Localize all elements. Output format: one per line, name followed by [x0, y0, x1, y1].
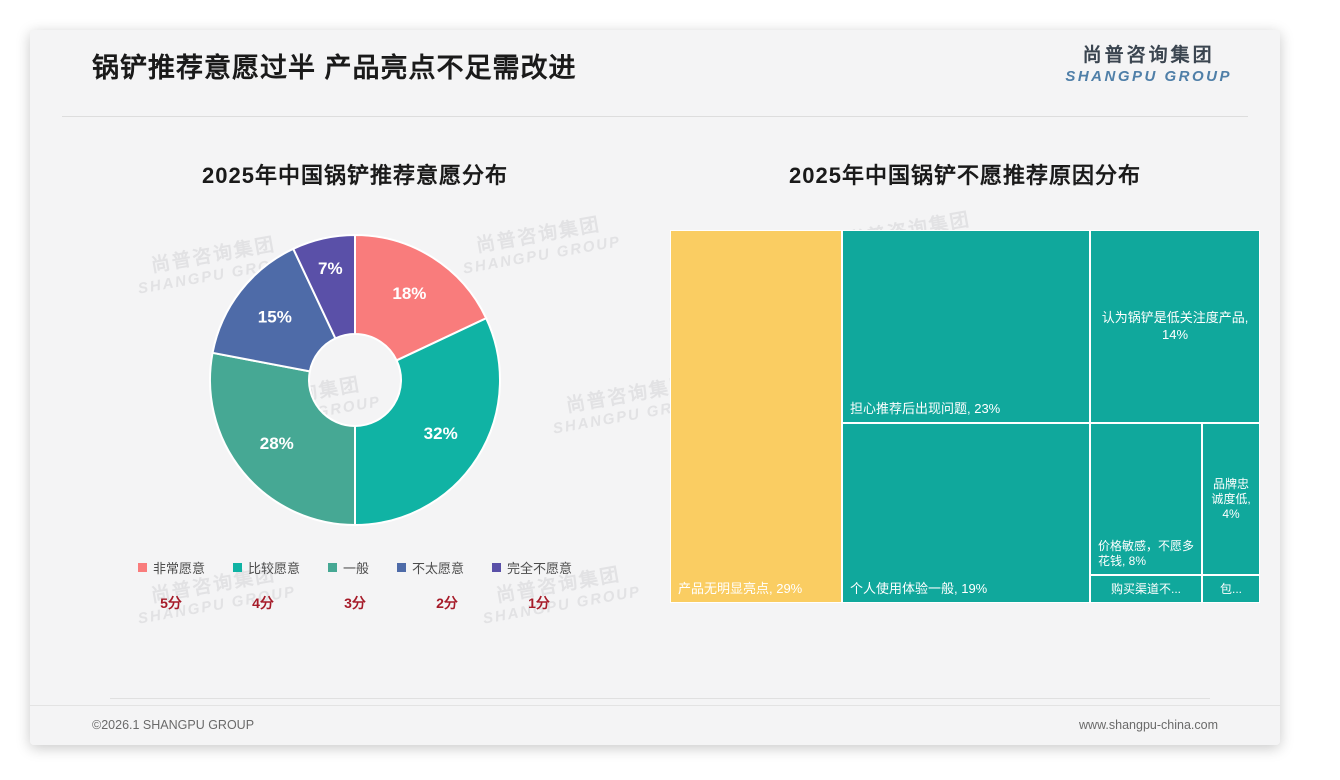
donut-slice[interactable] — [211, 247, 337, 373]
treemap-tile[interactable]: 包... — [1202, 575, 1260, 603]
score-label: 5分 — [160, 595, 182, 611]
legend-item[interactable]: 完全不愿意 — [492, 558, 572, 577]
donut-slice-label: 18% — [392, 284, 426, 303]
treemap-tile[interactable]: 价格敏感，不愿多花钱, 8% — [1090, 423, 1202, 575]
treemap-chart: 产品无明显亮点, 29% 担心推荐后出现问题, 23% 个人使用体验一般, 19% 认… — [670, 230, 1260, 603]
treemap-tile[interactable]: 购买渠道不... — [1090, 575, 1202, 603]
donut-slice[interactable] — [209, 351, 356, 527]
score-label: 1分 — [528, 595, 550, 611]
brand-logo-cn: 尚普咨询集团 — [1082, 45, 1215, 66]
treemap-tile[interactable]: 担心推荐后出现问题, 23% — [842, 230, 1090, 423]
legend-swatch-icon — [492, 563, 502, 572]
legend-swatch-icon — [327, 563, 337, 572]
score-label: 2分 — [436, 595, 458, 611]
donut-slice[interactable] — [291, 233, 356, 340]
legend-item-label: 一般 — [342, 561, 369, 576]
footer-divider — [30, 705, 1280, 706]
donut-slice-label: 28% — [260, 434, 294, 453]
donut-chart-svg: 18% 32% 28% 15% 7% — [209, 233, 501, 527]
treemap-tile-label: 产品无明显亮点, 29% — [678, 580, 803, 596]
slide-footer: ©2026.1 SHANGPU GROUP www.shangpu-china.… — [30, 705, 1280, 745]
treemap-tile-label: 价格敏感，不愿多花钱, 8% — [1098, 539, 1195, 568]
slide-header: 锅铲推荐意愿过半 产品亮点不足需改进 尚普咨询集团 SHANGPU GROUP — [30, 30, 1280, 92]
treemap-tile[interactable]: 个人使用体验一般, 19% — [842, 423, 1090, 603]
score-label: 4分 — [252, 595, 274, 611]
treemap-chart-panel: 2025年中国锅铲不愿推荐原因分布 产品无明显亮点, 29% 担心推荐后出现问题,… — [670, 158, 1260, 678]
score-row: 5分 4分 3分 2分 1分 — [70, 593, 640, 613]
donut-slice[interactable] — [354, 316, 501, 527]
slide-card: 尚普咨询集团 SHANGPU GROUP 尚普咨询集团 SHANGPU GROU… — [30, 30, 1280, 745]
donut-slice-label: 15% — [258, 307, 292, 326]
donut-slice-label: 7% — [318, 259, 343, 278]
donut-legend: 非常愿意 比较愿意 一般 不太愿意 完全不愿意 — [70, 558, 640, 577]
donut-chart-panel: 2025年中国锅铲推荐意愿分布 18% 32% 28% 15% 7% 非常愿意 比较愿意 一… — [70, 158, 640, 718]
treemap-tile[interactable]: 认为锅铲是低关注度产品, 14% — [1090, 230, 1260, 423]
legend-item[interactable]: 一般 — [327, 558, 369, 577]
header-divider — [62, 116, 1248, 117]
legend-swatch-icon — [137, 563, 147, 572]
treemap-tile-label: 担心推荐后出现问题, 23% — [850, 400, 1001, 416]
legend-item[interactable]: 不太愿意 — [397, 558, 464, 577]
donut-chart-title: 2025年中国锅铲推荐意愿分布 — [202, 163, 508, 188]
legend-item-label: 完全不愿意 — [507, 561, 573, 576]
legend-item-label: 比较愿意 — [247, 561, 300, 576]
treemap-tile-label: 购买渠道不... — [1110, 581, 1181, 596]
treemap-tile-label: 品牌忠诚度低, 4% — [1211, 476, 1251, 521]
legend-item[interactable]: 非常愿意 — [137, 558, 205, 577]
footnote-divider — [110, 698, 1210, 699]
donut-slice[interactable] — [354, 233, 488, 362]
brand-logo: 尚普咨询集团 SHANGPU GROUP — [1065, 40, 1232, 85]
legend-item-label: 非常愿意 — [152, 561, 205, 576]
brand-logo-en: SHANGPU GROUP — [1065, 68, 1232, 85]
legend-item-label: 不太愿意 — [412, 561, 465, 576]
treemap-tile[interactable]: 产品无明显亮点, 29% — [670, 230, 842, 603]
treemap-tile[interactable]: 品牌忠诚度低, 4% — [1202, 423, 1260, 575]
treemap-tile-label: 个人使用体验一般, 19% — [850, 580, 988, 596]
page-title: 锅铲推荐意愿过半 产品亮点不足需改进 — [92, 53, 577, 83]
treemap-chart-title: 2025年中国锅铲不愿推荐原因分布 — [789, 163, 1141, 188]
treemap-tile-label: 包... — [1219, 581, 1242, 596]
legend-item[interactable]: 比较愿意 — [232, 558, 300, 577]
score-label: 3分 — [344, 595, 366, 611]
legend-swatch-icon — [232, 563, 242, 572]
donut-chart: 18% 32% 28% 15% 7% — [205, 230, 505, 530]
treemap-tile-label: 认为锅铲是低关注度产品, 14% — [1101, 310, 1249, 342]
website-link[interactable]: www.shangpu-china.com — [1079, 718, 1218, 732]
donut-slice-label: 32% — [424, 424, 458, 443]
legend-swatch-icon — [397, 563, 406, 572]
copyright-text: ©2026.1 SHANGPU GROUP — [92, 718, 255, 732]
